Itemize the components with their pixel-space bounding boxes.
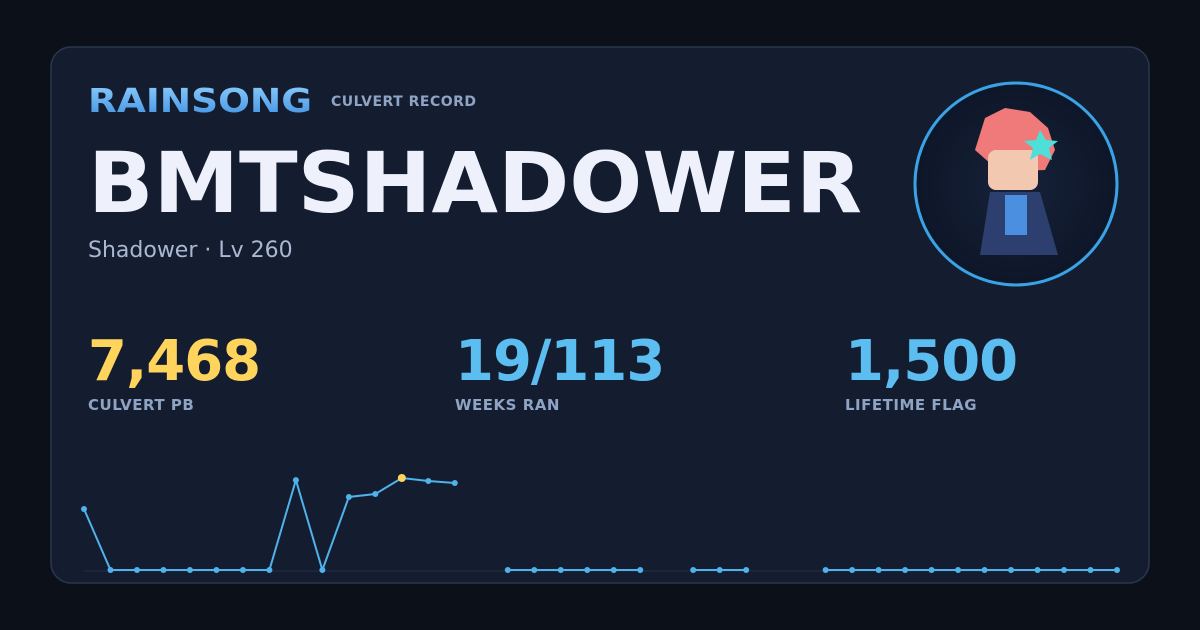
stat-value: 7,468 [88, 329, 260, 394]
stat-label: CULVERT PB [88, 396, 194, 414]
point [849, 567, 856, 573]
avatar-face [988, 150, 1038, 190]
point [372, 490, 379, 497]
point [955, 567, 962, 573]
best-point [397, 474, 406, 482]
point [1114, 567, 1120, 573]
point [1087, 567, 1094, 573]
stat-value: 19/113 [455, 329, 664, 394]
point [875, 567, 882, 573]
point [451, 480, 458, 487]
point [902, 567, 909, 573]
point [186, 567, 193, 573]
point [690, 567, 697, 573]
point [557, 567, 564, 573]
point [266, 567, 273, 573]
character-subtitle: Shadower · Lv 260 [88, 238, 293, 263]
point [133, 567, 140, 573]
brand: RAINSONG [88, 81, 312, 120]
card [50, 46, 1150, 584]
point [81, 506, 87, 513]
record-tag: CULVERT RECORD [331, 94, 477, 110]
point [107, 567, 114, 573]
point [743, 567, 750, 573]
point [981, 567, 988, 573]
point [160, 567, 167, 573]
point [213, 567, 220, 573]
point [292, 477, 299, 484]
stat-label: WEEKS RAN [455, 396, 560, 414]
point [637, 567, 644, 573]
point [610, 567, 617, 573]
point [584, 567, 591, 573]
point [716, 567, 723, 573]
stat-label: LIFETIME FLAG [845, 396, 977, 414]
point [504, 567, 511, 573]
point [239, 567, 246, 573]
point [1008, 567, 1015, 573]
point [425, 478, 432, 485]
point [345, 493, 352, 500]
stat-value: 1,500 [845, 329, 1017, 394]
avatar-vest [1005, 195, 1027, 235]
avatar [913, 81, 1119, 287]
point [531, 567, 538, 573]
point [319, 567, 326, 573]
point [928, 567, 935, 573]
point [1061, 567, 1068, 573]
avatar-star [1024, 130, 1058, 160]
point [1034, 567, 1041, 573]
character-name: BMTSHADOWER [88, 134, 862, 232]
point [822, 567, 829, 573]
